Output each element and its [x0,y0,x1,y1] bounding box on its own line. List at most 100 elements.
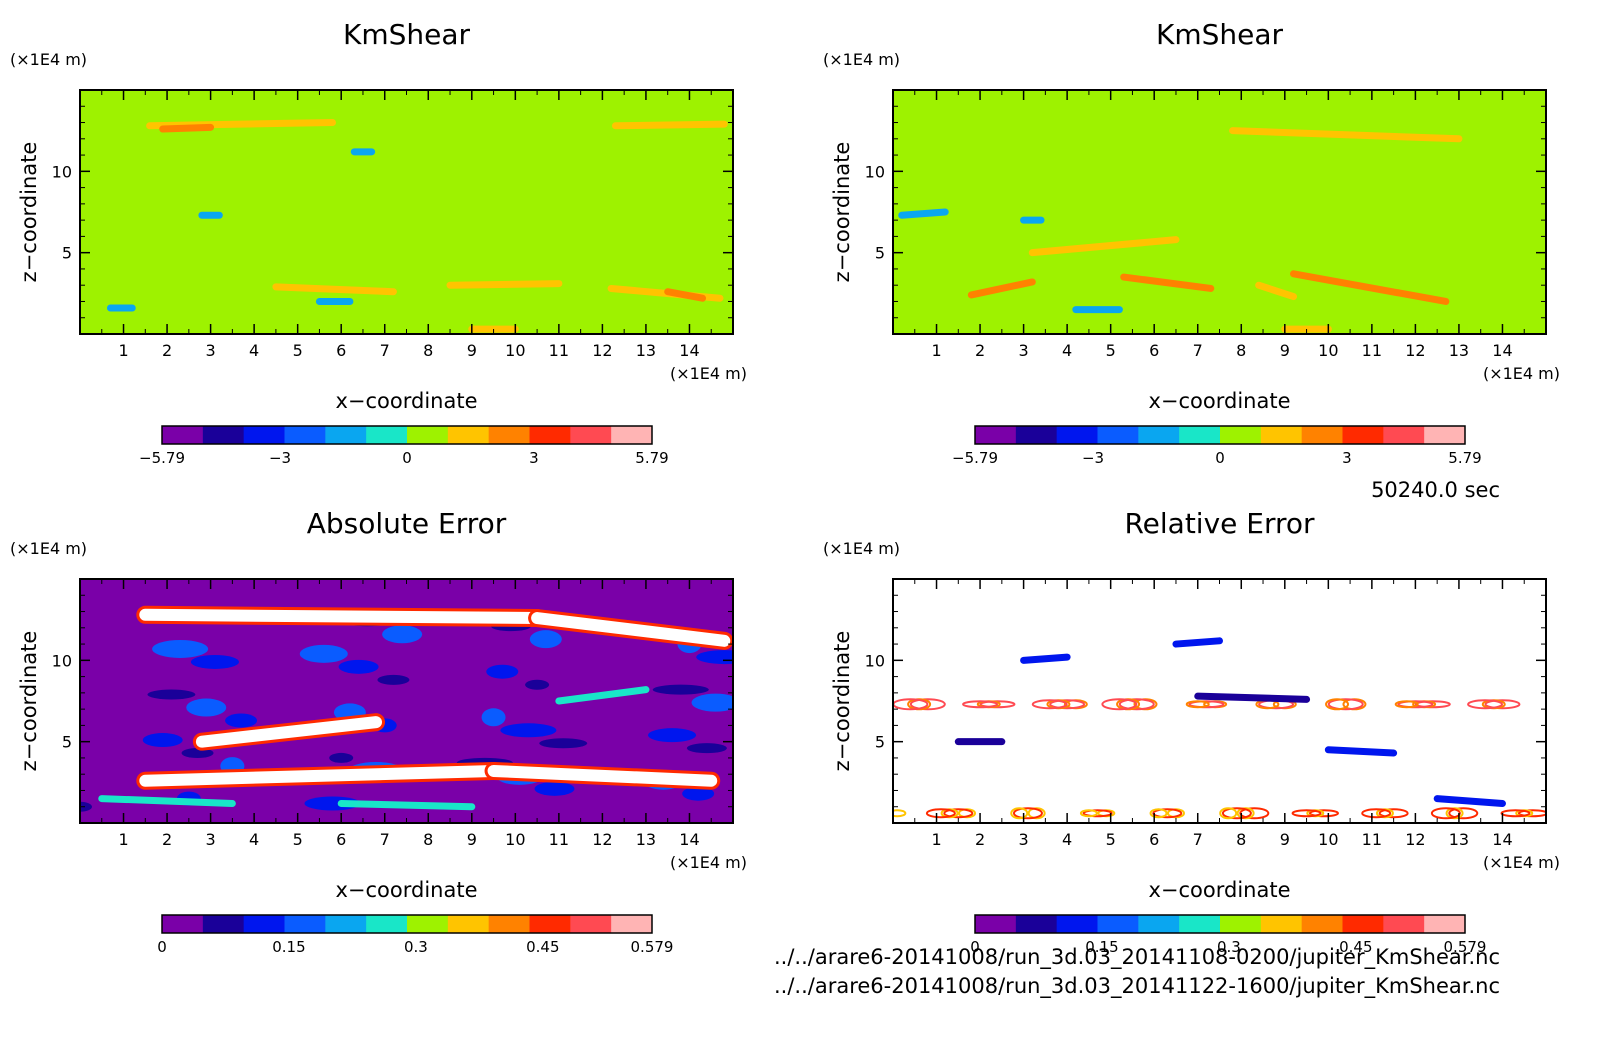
y-unit-label: (×1E4 m) [823,50,900,69]
panel-relative-error: Relative Error(×1E4 m)1 2 3 4 5 6 7 8 9 10 11 12 13 1… [823,507,1560,956]
field-blob [1185,700,1210,709]
x-tick-label: 7 [1193,830,1203,849]
x-tick-label: 9 [1280,341,1290,360]
field-feature [1194,692,1311,703]
field-blob [962,700,999,709]
colorbar-swatch [611,915,653,933]
field-blob [529,630,562,649]
x-tick-label: 8 [423,830,433,849]
x-tick-label: 10 [1318,341,1338,360]
y-tick-label: 10 [52,651,72,670]
colorbar-swatch [1097,426,1139,444]
colorbar-swatch [1056,915,1098,933]
colorbar-swatch [407,426,449,444]
x-tick-label: 14 [1492,341,1512,360]
field-blob [539,738,588,749]
colorbar-tick-label: 3 [1342,449,1352,467]
colorbar-tick-label: 0.45 [1339,938,1372,956]
colorbar-swatch [284,915,326,933]
field-feature [611,120,728,130]
panel-title: KmShear [1156,18,1284,51]
colorbar-swatch [243,915,285,933]
field-blob [1101,698,1138,711]
colorbar: −5.79 −3 0 3 5.79 [952,425,1482,467]
colorbar-swatch [975,915,1017,933]
colorbar-tick-label: −5.79 [139,449,185,467]
field-feature [1324,746,1398,757]
colorbar-tick-label: 0.3 [1217,938,1241,956]
x-tick-label: 12 [592,830,612,849]
colorbar-frame [161,914,653,934]
colorbar-tick-label: 0.579 [1444,938,1487,956]
field-feature [139,608,544,625]
field-blob [1500,809,1531,818]
colorbar-swatch [529,426,571,444]
field-blob [925,808,956,819]
colorbar-swatch [570,915,612,933]
x-tick-label: 9 [467,341,477,360]
colorbar-tick-label: −3 [269,449,291,467]
x-tick-label: 14 [1492,830,1512,849]
panel-title: Relative Error [1124,507,1315,540]
x-tick-label: 4 [249,830,259,849]
x-tick-label: 11 [549,830,569,849]
field-feature [1120,273,1215,292]
colorbar-swatch [488,915,530,933]
colorbar-frame [974,914,1466,934]
field-blob [1484,699,1521,710]
field-blob [382,625,423,644]
y-unit-label: (×1E4 m) [823,539,900,558]
colorbar-swatch [1424,426,1466,444]
field-blob [225,713,258,728]
field-feature [195,716,383,748]
field-blob [682,786,715,801]
field-blob [534,781,575,796]
field-blob [1445,807,1464,820]
x-tick-label: 2 [162,341,172,360]
x-tick-label: 13 [636,341,656,360]
field-feature [1255,281,1298,301]
colorbar-tick-label: 0 [402,449,412,467]
x-tick-label: 6 [336,341,346,360]
field-blob [338,659,379,674]
field-feature [555,686,650,705]
x-tick-label: 2 [975,341,985,360]
file-path-2: ../../arare6-20141008/run_3d.03_20141122… [774,974,1500,999]
field-blob [1327,698,1364,711]
field-blob [500,723,557,738]
x-tick-label: 1 [118,341,128,360]
y-axis-label: z−coordinate [830,631,854,772]
colorbar-swatch [1220,426,1262,444]
x-unit-label: (×1E4 m) [1483,853,1560,872]
x-tick-label: 14 [679,830,699,849]
x-tick-label: 8 [423,341,433,360]
colorbar-swatch [1342,915,1384,933]
y-unit-label: (×1E4 m) [10,539,87,558]
field-blob [1079,809,1098,818]
x-tick-label: 7 [1193,341,1203,360]
field-feature [1229,127,1463,143]
y-tick-label: 5 [62,244,72,263]
colorbar: 0 0.15 0.3 0.45 0.579 [970,914,1487,956]
field-blob [1118,698,1155,711]
panel-km-shear-a: KmShear(×1E4 m)1 2 3 4 5 6 7 8 9 10 11 12 13 14510(×1… [10,18,747,467]
field-blob [1517,809,1546,818]
x-tick-label: 13 [1449,341,1469,360]
field-blob [1236,807,1255,820]
x-tick-label: 6 [1149,341,1159,360]
x-tick-label: 10 [1318,830,1338,849]
field-blob [696,650,733,665]
field-blob [329,752,354,763]
field-blob [147,689,196,700]
x-tick-label: 4 [249,341,259,360]
colorbar: 0 0.15 0.3 0.45 0.579 [157,914,673,956]
field-blob [686,743,727,754]
field-blob [648,728,697,743]
colorbar-swatch [1015,915,1058,933]
colorbar-swatch [1301,426,1343,444]
x-tick-label: 12 [1405,830,1425,849]
field-feature [487,764,718,787]
colorbar-swatch [1015,426,1058,444]
field-feature [446,280,563,289]
